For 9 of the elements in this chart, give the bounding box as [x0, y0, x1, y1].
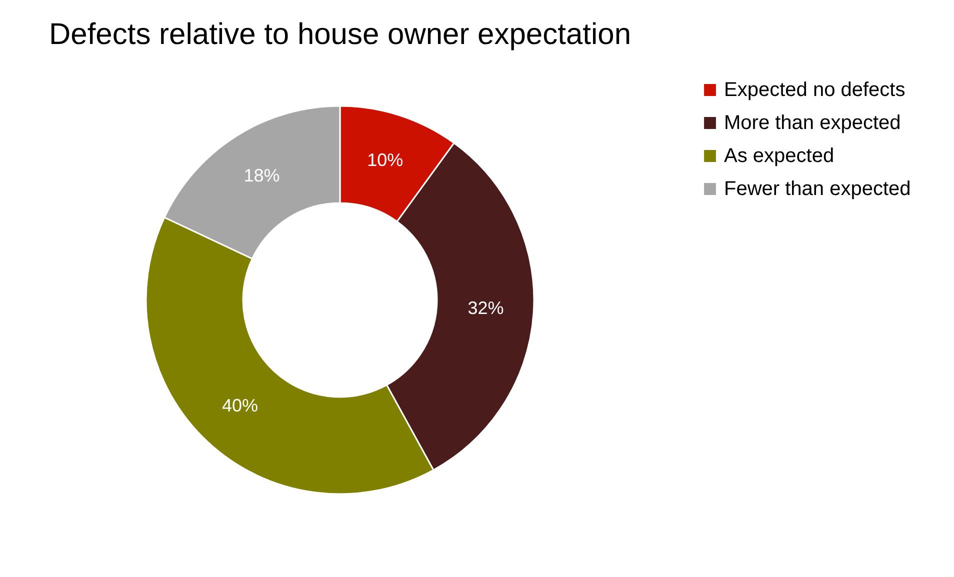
legend-label: More than expected	[724, 112, 901, 134]
data-label: 10%	[367, 150, 404, 170]
legend-label: Expected no defects	[724, 79, 906, 101]
legend-label: As expected	[724, 145, 834, 167]
data-label: 18%	[244, 166, 280, 186]
data-label: 40%	[222, 395, 258, 416]
chart-title: Defects relative to house owner expectation	[49, 18, 631, 51]
legend-label: Fewer than expected	[724, 178, 911, 200]
data-label: 32%	[468, 298, 504, 318]
